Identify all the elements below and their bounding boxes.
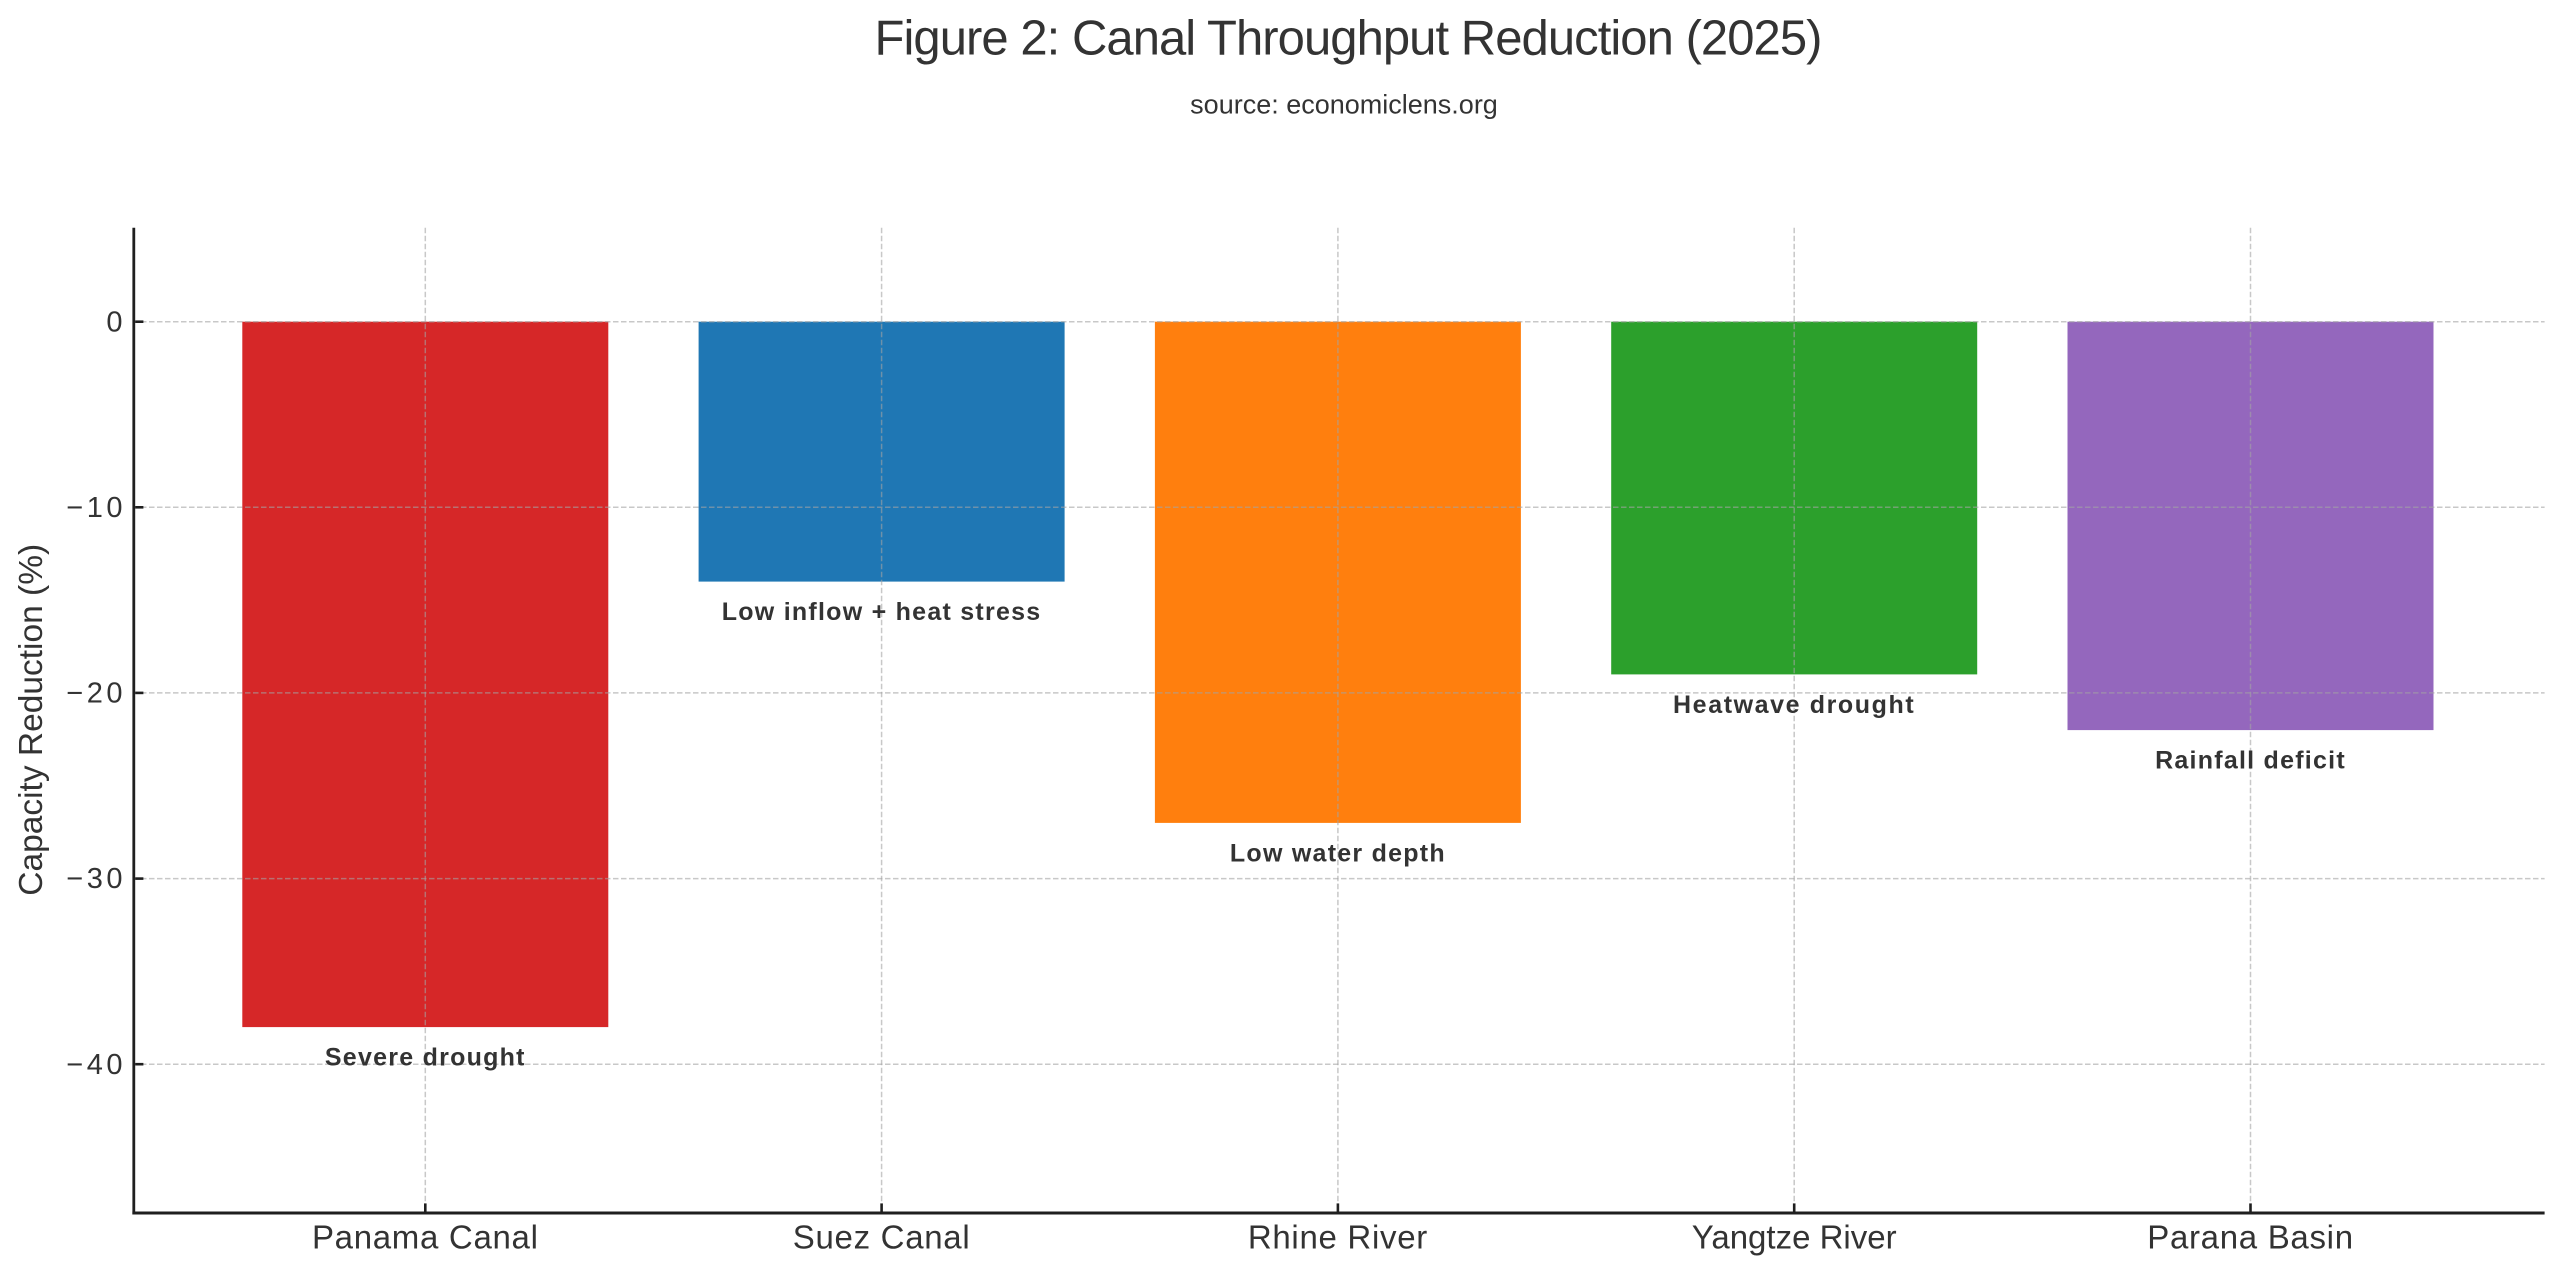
svg-text:0: 0: [106, 306, 126, 338]
svg-text:Rainfall deficit: Rainfall deficit: [2155, 747, 2346, 775]
svg-text:source: economiclens.org: source: economiclens.org: [1190, 90, 1498, 120]
svg-text:Figure 2: Canal Throughput Red: Figure 2: Canal Throughput Reduction (20…: [874, 12, 1821, 66]
svg-text:Heatwave drought: Heatwave drought: [1673, 691, 1915, 719]
svg-text:Low inflow + heat stress: Low inflow + heat stress: [722, 598, 1042, 626]
svg-text:Suez Canal: Suez Canal: [793, 1219, 971, 1256]
svg-text:−40: −40: [66, 1049, 126, 1081]
svg-text:Rhine River: Rhine River: [1248, 1219, 1428, 1256]
svg-text:Low water depth: Low water depth: [1230, 839, 1446, 867]
svg-text:Severe drought: Severe drought: [325, 1044, 526, 1072]
svg-text:−20: −20: [66, 678, 126, 710]
svg-text:Parana Basin: Parana Basin: [2147, 1219, 2354, 1256]
svg-text:−10: −10: [66, 492, 126, 524]
svg-text:Panama Canal: Panama Canal: [312, 1219, 539, 1256]
svg-text:Capacity Reduction (%): Capacity Reduction (%): [13, 544, 50, 896]
svg-text:Yangtze River: Yangtze River: [1692, 1219, 1897, 1256]
svg-text:−30: −30: [66, 863, 126, 895]
